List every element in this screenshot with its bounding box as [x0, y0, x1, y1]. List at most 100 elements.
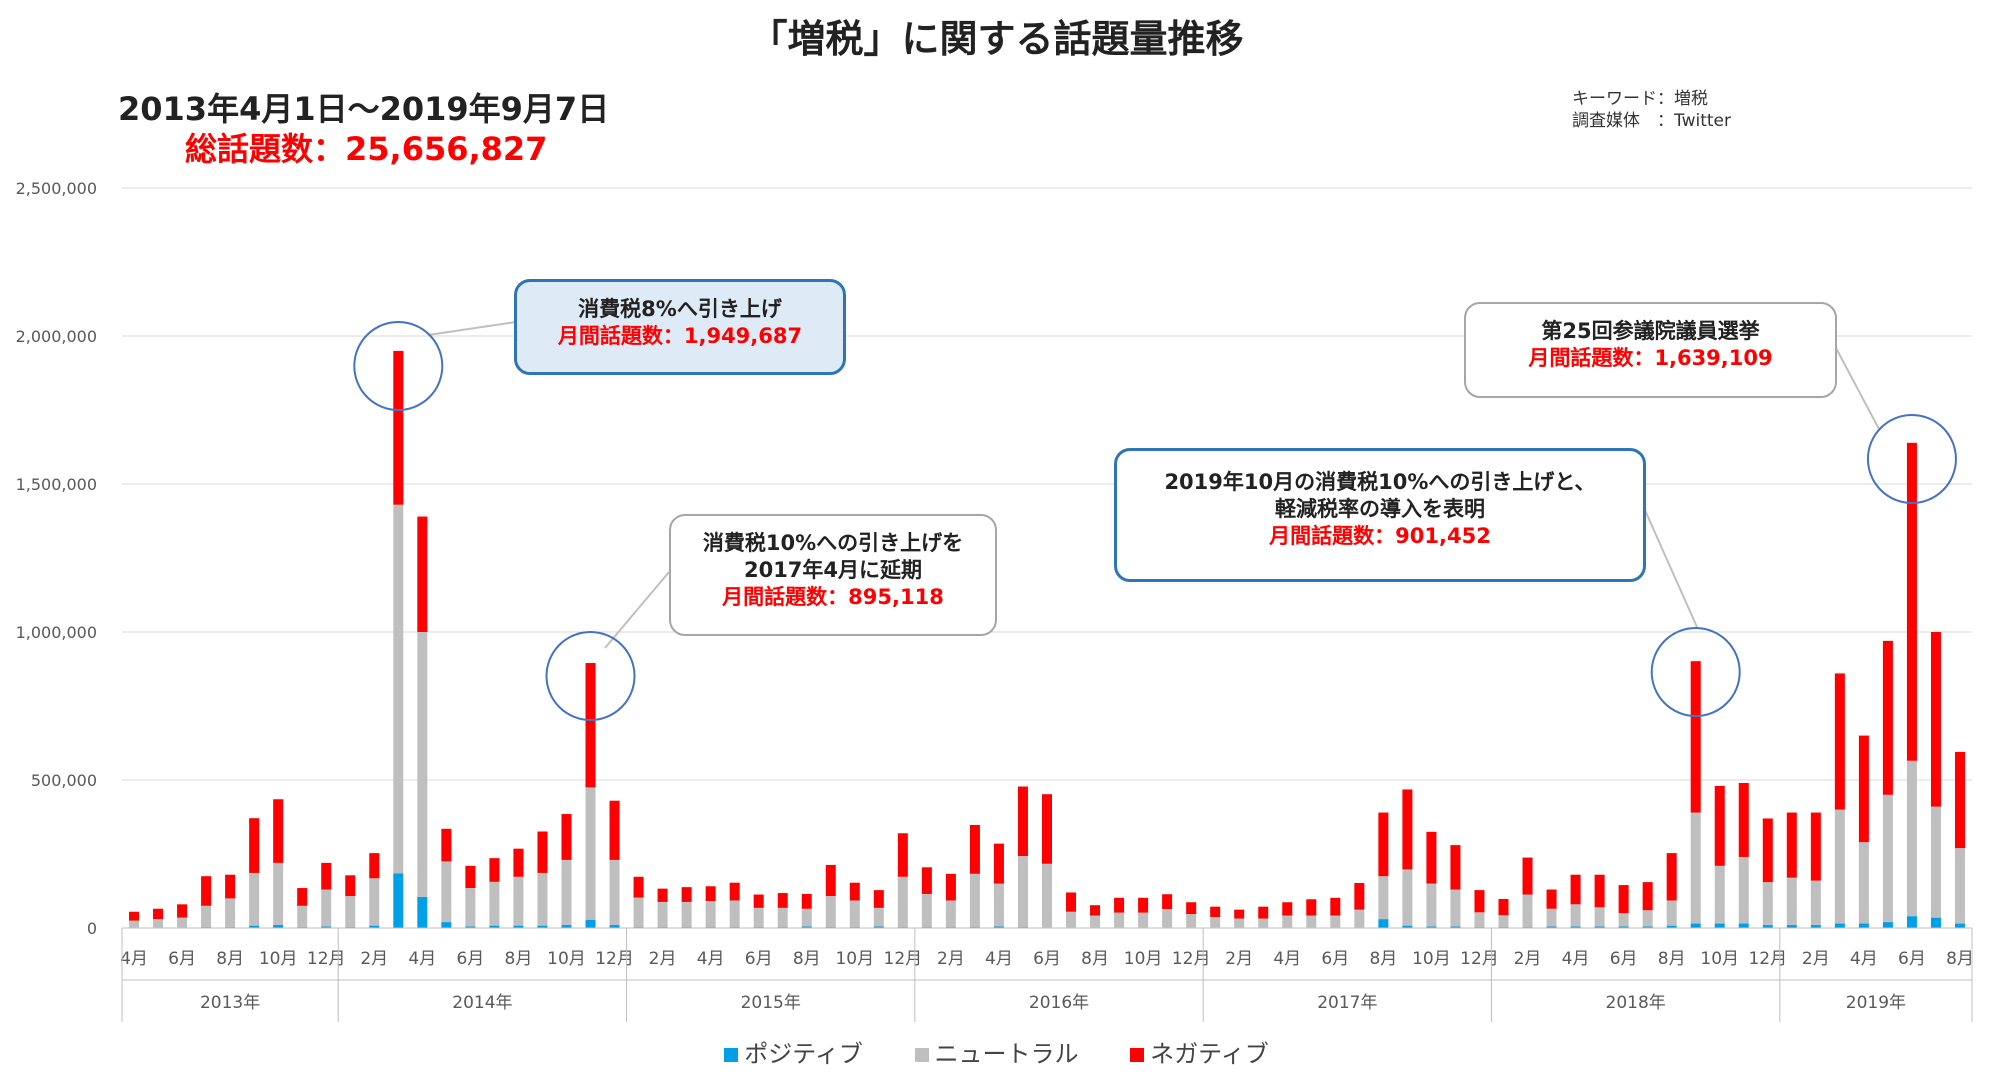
bar-neutral: [369, 878, 380, 926]
bar-positive: [513, 925, 524, 928]
x-month-label: 10月: [259, 949, 298, 969]
bar-negative: [489, 858, 500, 882]
bar-neutral: [465, 888, 476, 927]
connector-line: [1643, 507, 1698, 628]
callout-reduced-rate: 2019年10月の消費税10%への引き上げと、 軽減税率の導入を表明 月間話題数…: [1114, 448, 1646, 582]
bar-neutral: [1114, 912, 1125, 928]
x-month-label: 2月: [360, 949, 388, 969]
bar-positive: [1906, 916, 1917, 928]
bar-negative: [393, 350, 404, 505]
bar-negative: [945, 873, 956, 901]
bar-negative: [1042, 794, 1052, 864]
x-year-label: 2013年: [200, 993, 260, 1013]
bar-positive: [1546, 926, 1557, 928]
bar-neutral: [1138, 912, 1149, 928]
x-month-label: 2月: [1802, 949, 1830, 969]
legend-label-positive: ポジティブ: [744, 1040, 863, 1068]
bar-neutral: [297, 905, 308, 928]
x-month-label: 10月: [1412, 949, 1451, 969]
bar-neutral: [1618, 913, 1629, 927]
bar-neutral: [681, 901, 692, 928]
bar-neutral: [561, 859, 572, 926]
legend-label-negative: ネガティブ: [1150, 1040, 1269, 1068]
callout-tax-8-amount: 月間話題数：1,949,687: [557, 324, 803, 348]
callout-election-amount: 月間話題数：1,639,109: [1528, 346, 1773, 370]
bar-negative: [1786, 812, 1797, 878]
x-month-label: 4月: [1562, 949, 1590, 969]
bar-neutral: [609, 859, 620, 926]
bar-neutral: [753, 907, 764, 928]
bar-negative: [345, 875, 356, 897]
x-month-label: 8月: [1081, 949, 1109, 969]
bar-neutral: [1762, 882, 1773, 926]
connector-line: [427, 321, 517, 336]
x-month-label: 8月: [1369, 949, 1397, 969]
bar-negative: [1282, 902, 1293, 916]
x-month-label: 4月: [1850, 949, 1878, 969]
bar-negative: [705, 886, 716, 902]
bar-negative: [177, 904, 188, 918]
bar-neutral: [1786, 877, 1797, 926]
bar-neutral: [321, 889, 332, 927]
x-month-label: 10月: [1124, 949, 1163, 969]
legend-item-negative: ネガティブ: [1130, 1034, 1269, 1069]
bar-neutral: [1594, 907, 1605, 927]
bar-negative: [1017, 786, 1028, 857]
bar-positive: [1714, 923, 1725, 928]
keyword-label: キーワード：増税: [1572, 89, 1708, 109]
period-label: 2013年4月1日～2019年9月7日: [118, 90, 610, 128]
bar-neutral: [489, 881, 500, 926]
bar-positive: [417, 896, 428, 928]
bar-neutral: [633, 897, 644, 928]
bar-negative: [657, 888, 668, 902]
connector-line: [604, 571, 670, 649]
bar-negative: [849, 882, 860, 901]
chart-title: 「増税」に関する話題量推移: [749, 17, 1244, 61]
bar-neutral: [1882, 794, 1893, 923]
bar-positive: [1594, 926, 1605, 928]
bar-neutral: [513, 876, 524, 926]
bar-negative: [153, 908, 164, 920]
x-year-label: 2015年: [741, 993, 801, 1013]
bar-neutral: [129, 920, 140, 928]
bar-neutral: [249, 872, 260, 926]
bar-negative: [1234, 909, 1245, 919]
bar-positive: [801, 926, 812, 928]
bar-neutral: [777, 907, 788, 928]
bar-neutral: [273, 862, 284, 926]
bar-neutral: [1690, 812, 1701, 924]
bar-neutral: [201, 905, 212, 928]
bar-negative: [561, 814, 572, 860]
callout-tax-10-delay-title: 消費税10%への引き上げを: [702, 531, 964, 555]
bar-positive: [561, 925, 572, 928]
x-month-label: 2月: [1514, 949, 1542, 969]
x-month-label: 8月: [505, 949, 533, 969]
bar-negative: [969, 824, 980, 874]
x-month-label: 12月: [1460, 949, 1499, 969]
bar-neutral: [1810, 880, 1821, 926]
bar-neutral: [1450, 889, 1461, 927]
bar-neutral: [585, 787, 596, 920]
x-year-label: 2017年: [1317, 993, 1377, 1013]
bar-neutral: [537, 872, 548, 926]
bar-negative: [1810, 812, 1821, 881]
bar-negative: [1930, 632, 1941, 807]
x-month-label: 4月: [408, 949, 436, 969]
bar-positive: [537, 925, 548, 928]
bar-negative: [1210, 906, 1221, 918]
bar-negative: [1666, 853, 1677, 901]
y-tick-label: 0: [87, 919, 97, 938]
legend-label-neutral: ニュートラル: [934, 1040, 1079, 1068]
bar-neutral: [1498, 915, 1509, 928]
bar-negative: [1738, 782, 1749, 857]
y-tick-label: 2,000,000: [16, 327, 97, 346]
callout-election: 第25回参議院議員選挙 月間話題数：1,639,109: [1464, 302, 1837, 398]
bar-neutral: [921, 893, 932, 928]
callout-tax-10-delay-subtitle: 2017年4月に延期: [743, 558, 923, 582]
legend-swatch-negative: [1130, 1048, 1145, 1062]
bar-neutral: [441, 861, 452, 923]
bar-negative: [1546, 889, 1557, 909]
bar-negative: [297, 888, 308, 906]
bar-positive: [1930, 917, 1941, 928]
bar-negative: [1642, 882, 1653, 911]
